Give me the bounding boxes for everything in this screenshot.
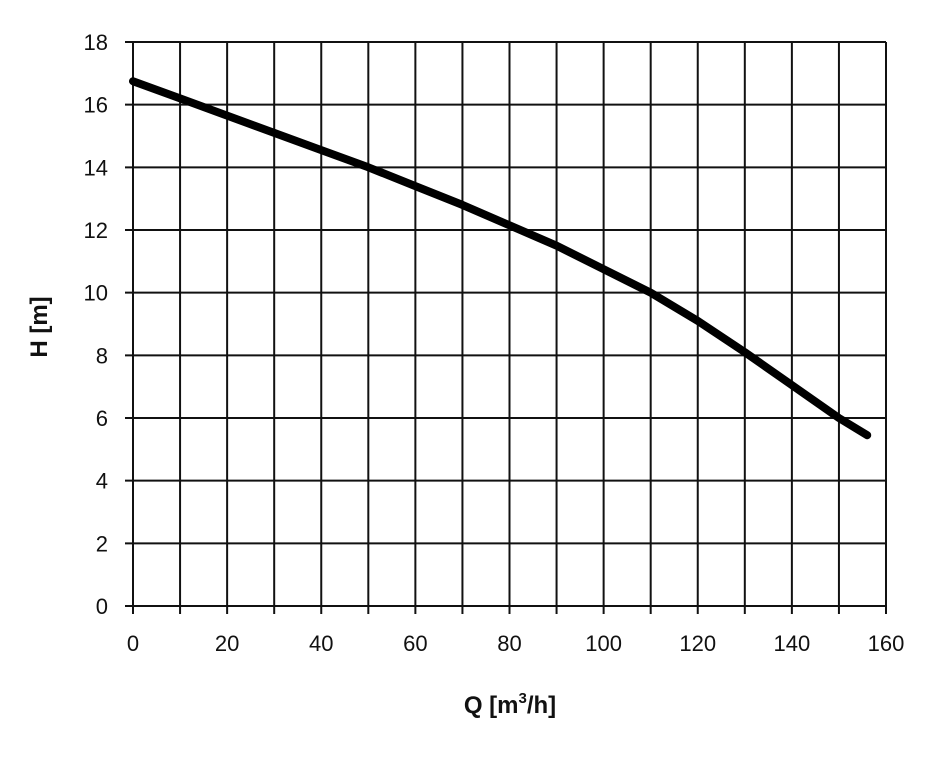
x-tick-label: 160: [868, 631, 905, 656]
x-axis-title-tail: /h]: [527, 692, 556, 719]
x-tick-label: 20: [215, 631, 239, 656]
x-tick-label: 140: [774, 631, 811, 656]
y-tick-label: 4: [96, 469, 108, 494]
series-layer: [129, 77, 872, 440]
y-tick-label: 14: [84, 155, 108, 180]
y-tick-label: 0: [96, 594, 108, 619]
y-axis-title: H [m]: [26, 296, 53, 357]
y-tick-label: 18: [84, 30, 108, 55]
x-axis-title-main: Q [m: [464, 692, 519, 719]
x-tick-label: 100: [585, 631, 622, 656]
x-axis-title: Q [m3/h]: [464, 690, 556, 719]
y-tick-label: 12: [84, 218, 108, 243]
y-tick-label: 10: [84, 281, 108, 306]
y-tick-label: 2: [96, 531, 108, 556]
x-tick-label: 80: [497, 631, 521, 656]
x-tick-label: 60: [403, 631, 427, 656]
grid: [125, 41, 887, 614]
series-line: [129, 77, 872, 440]
y-tick-label: 16: [84, 93, 108, 118]
y-tick-label: 6: [96, 406, 108, 431]
y-tick-label: 8: [96, 343, 108, 368]
x-tick-label: 0: [127, 631, 139, 656]
x-tick-label: 40: [309, 631, 333, 656]
tick-labels: 0 20 40 60 80 100 120 140 160 0 2 4 6 8 10 12 14 16 18: [84, 30, 905, 656]
x-axis-title-sup: 3: [519, 690, 527, 707]
x-tick-label: 120: [679, 631, 716, 656]
